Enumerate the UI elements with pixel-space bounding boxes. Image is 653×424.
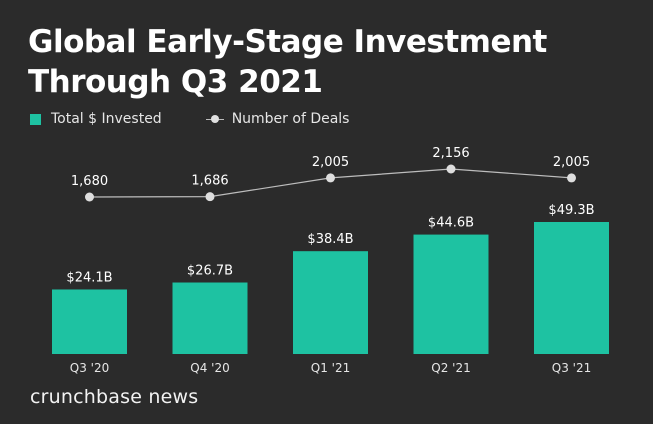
deals-value-label: 1,686 xyxy=(191,174,228,189)
deals-point xyxy=(205,192,215,202)
bar-value-label: $44.6B xyxy=(428,216,474,231)
legend-line-marker-icon xyxy=(205,114,224,125)
x-tick-label: Q1 '21 xyxy=(311,361,350,375)
deals-value-label: 2,156 xyxy=(432,146,469,161)
deals-value-label: 2,005 xyxy=(553,155,590,170)
x-tick-label: Q3 '20 xyxy=(70,361,109,375)
bar-value-label: $49.3B xyxy=(548,203,594,218)
legend: Total $ Invested Number of Deals xyxy=(30,110,393,128)
bar xyxy=(413,234,489,354)
bar xyxy=(52,289,127,354)
deals-point xyxy=(567,173,576,183)
legend-item-deals: Number of Deals xyxy=(205,111,350,127)
x-tick-label: Q3 '21 xyxy=(552,361,591,375)
chart-title: Global Early-Stage Investment Through Q3… xyxy=(28,24,547,100)
deals-value-label: 1,680 xyxy=(71,174,108,189)
bar xyxy=(534,222,609,354)
bar-value-label: $24.1B xyxy=(66,270,112,285)
deals-point xyxy=(85,192,94,202)
bar xyxy=(172,282,248,354)
bar-value-label: $26.7B xyxy=(187,264,233,279)
x-tick-label: Q2 '21 xyxy=(431,361,470,375)
brand-logo-text: crunchbase news xyxy=(30,386,199,408)
bar xyxy=(293,251,368,354)
deals-point xyxy=(446,164,456,174)
legend-bar-swatch-icon xyxy=(30,113,41,125)
legend-deals-label: Number of Deals xyxy=(231,111,350,127)
legend-invested-label: Total $ Invested xyxy=(51,111,162,127)
deals-line xyxy=(89,168,572,198)
legend-item-invested: Total $ Invested xyxy=(30,111,162,127)
deals-point xyxy=(326,173,335,183)
x-tick-label: Q4 '20 xyxy=(190,361,229,375)
deals-value-label: 2,005 xyxy=(312,155,349,170)
bar-value-label: $38.4B xyxy=(307,232,353,247)
